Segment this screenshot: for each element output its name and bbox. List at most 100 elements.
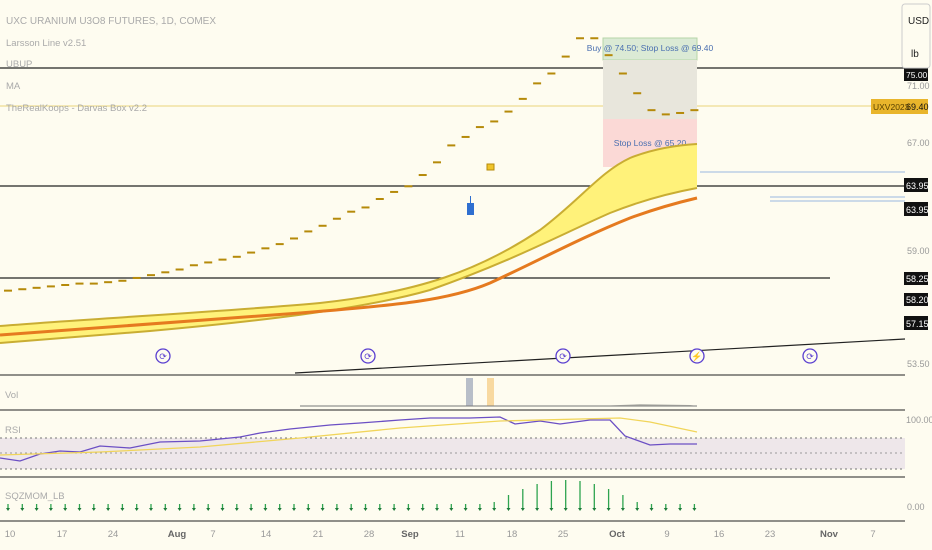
last-price-value: 69.40 (906, 102, 929, 112)
time-tick: Oct (609, 529, 626, 540)
sqz-marker (320, 508, 325, 511)
event-marker-icon[interactable]: ⟳ (360, 348, 376, 364)
volume-bar (466, 378, 473, 406)
sqz-marker (34, 508, 39, 511)
sqz-marker (377, 508, 382, 511)
sqz-marker (206, 508, 211, 511)
pane-separators (0, 374, 905, 522)
time-tick: 11 (455, 529, 465, 540)
currency-selector[interactable]: USD lb (901, 3, 931, 69)
sqz-marker (191, 508, 196, 511)
larsson-band-upper (0, 143, 698, 327)
rsi-pane (0, 416, 905, 470)
stop-label: Stop Loss @ 65.20 (614, 138, 687, 148)
event-marker-icon[interactable]: ⟳ (555, 348, 571, 364)
line-label-2: 63.95 (906, 205, 929, 215)
rsi-label[interactable]: RSI (5, 425, 21, 436)
chart-header: UXC URANIUM U3O8 FUTURES, 1D, COMEX Lars… (5, 16, 216, 502)
sqz-marker (420, 508, 425, 511)
sqz-marker (620, 508, 625, 511)
sqz-marker (435, 508, 439, 511)
time-tick: 7 (870, 529, 875, 540)
unit-label[interactable]: lb (911, 49, 919, 60)
time-tick: 21 (313, 529, 324, 540)
time-tick: 17 (57, 529, 68, 540)
last-price-badge (904, 99, 928, 114)
sqz-marker (349, 508, 354, 511)
sqz-marker (392, 508, 397, 511)
sqz-marker (678, 508, 683, 511)
sqz-marker (692, 508, 697, 511)
sqz-marker (506, 508, 511, 511)
event-markers: ⟳ ⟳ ⟳ ⚡ ⟳ (155, 348, 818, 364)
sqz-marker (177, 508, 182, 511)
sqz-marker (334, 508, 339, 511)
symbol-title[interactable]: UXC URANIUM U3O8 FUTURES, 1D, COMEX (6, 16, 216, 27)
currency-label[interactable]: USD (908, 16, 929, 27)
time-tick: 7 (210, 529, 215, 540)
indicator-label[interactable]: Larsson Line v2.51 (6, 38, 86, 49)
sqz-marker (549, 508, 554, 511)
sqz-marker (91, 508, 96, 511)
sqz-marker (263, 508, 268, 511)
volume-bar (487, 378, 494, 406)
sqz-marker (306, 508, 311, 511)
time-tick: 18 (507, 529, 518, 540)
larsson-band (0, 143, 698, 344)
rsi-signal-line (0, 417, 698, 456)
sqz-marker (520, 508, 525, 511)
svg-text:⟳: ⟳ (806, 352, 814, 362)
sqz-marker (120, 508, 125, 511)
line-label-1: 63.95 (906, 181, 929, 191)
sqz-marker (48, 508, 53, 511)
svg-text:⟳: ⟳ (559, 352, 567, 362)
sqz-marker (463, 508, 468, 511)
top-cut-label: 75.00 (906, 70, 928, 80)
indicator-label[interactable]: UBUP (6, 59, 32, 70)
sqz-label[interactable]: SQZMOM_LB (5, 491, 65, 502)
squeeze-momentum-pane (6, 480, 697, 511)
time-tick: 9 (664, 529, 669, 540)
sqz-marker (277, 508, 282, 511)
indicator-label[interactable]: MA (6, 81, 21, 92)
larsson-band-lower (0, 187, 698, 344)
line-label-5: 57.15 (906, 319, 929, 329)
sqz-marker (234, 508, 239, 511)
time-tick: 25 (558, 529, 569, 540)
price-tick: 53.50 (907, 359, 930, 369)
sqz-marker (535, 508, 540, 511)
sqz-marker (492, 508, 497, 511)
price-axis: 71.00 67.00 59.00 53.50 75.00 63.95 63.9… (904, 0, 932, 550)
event-marker-icon[interactable]: ⟳ (802, 348, 818, 364)
sqz-marker (220, 508, 225, 511)
price-tick: 59.00 (907, 246, 930, 256)
sqz-marker (292, 508, 296, 511)
sqz-marker (363, 508, 368, 511)
indicator-label[interactable]: TheRealKoops - Darvas Box v2.2 (6, 103, 147, 114)
time-tick: Sep (401, 529, 419, 540)
volume-pane (300, 378, 697, 407)
price-bars (4, 37, 699, 292)
vol-label[interactable]: Vol (5, 390, 18, 401)
event-marker-icon[interactable]: ⟳ (155, 348, 171, 364)
larsson-band-fill (0, 144, 697, 343)
time-tick: Aug (168, 529, 187, 540)
sqz-marker (63, 508, 68, 511)
sqz-marker (663, 508, 668, 511)
sqz-marker (606, 508, 611, 511)
sqz-marker (592, 508, 597, 511)
support-resistance-lines (0, 67, 906, 374)
line-label-4: 58.20 (906, 295, 929, 305)
sqz-marker (449, 508, 454, 511)
time-tick: 10 (5, 529, 16, 540)
sqz-marker (106, 508, 111, 511)
sqz-marker (249, 508, 254, 511)
lightning-marker-icon[interactable]: ⚡ (689, 348, 705, 364)
time-tick: 14 (261, 529, 272, 540)
time-tick: Nov (820, 529, 839, 540)
sqz-marker (406, 508, 411, 511)
sqz-tick: 0.00 (907, 502, 925, 512)
rsi-top-tick: 100.00 (906, 415, 932, 425)
buy-label: Buy @ 74.50; Stop Loss @ 69.40 (587, 43, 714, 53)
svg-text:⟳: ⟳ (364, 352, 372, 362)
